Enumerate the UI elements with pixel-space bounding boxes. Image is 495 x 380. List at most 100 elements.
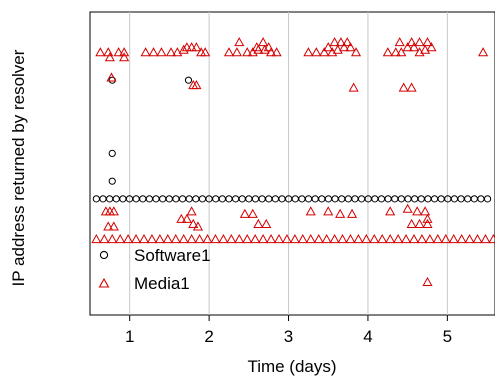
media1-band-point-20 (250, 234, 261, 244)
media1-band-point-47 (464, 234, 475, 244)
media1-point-70 (426, 42, 437, 52)
software1-point-3 (184, 76, 193, 84)
y-axis-label: IP address returned by resolver (9, 49, 28, 286)
media1-point-11 (108, 221, 119, 231)
media1-point-0 (95, 47, 106, 57)
media1-point-62 (347, 208, 358, 218)
media1-band-point-6 (138, 234, 150, 244)
media1-point-54 (323, 42, 334, 52)
media1-point-61 (335, 208, 346, 218)
media1-point-46 (303, 47, 314, 57)
legend-marker-media1 (98, 277, 110, 288)
media1-band-point-29 (321, 234, 332, 244)
media1-band-point-23 (273, 234, 285, 244)
media1-point-15 (165, 47, 177, 57)
media1-point-17 (178, 44, 189, 54)
media1-point-6 (106, 72, 117, 82)
media1-band-point-38 (393, 234, 404, 244)
x-axis-label: Time (days) (247, 357, 336, 376)
media1-point-82 (406, 218, 417, 228)
media1-band-point-25 (289, 234, 300, 244)
media1-point-42 (239, 208, 250, 218)
media1-point-67 (408, 42, 420, 52)
legend: Software1 Media1 (98, 246, 211, 293)
media1-point-83 (414, 218, 425, 228)
media1-point-25 (186, 206, 197, 216)
media1-point-12 (140, 47, 151, 57)
media1-point-56 (335, 37, 346, 47)
media1-point-16 (172, 47, 183, 57)
media1-point-52 (345, 42, 356, 52)
media1-band-point-44 (440, 234, 451, 244)
media1-point-71 (394, 37, 405, 47)
media1-point-31 (231, 47, 242, 57)
media1-point-57 (342, 37, 353, 47)
media1-band-point-27 (305, 234, 316, 244)
media1-band-point-24 (281, 234, 292, 244)
media1-band-point-42 (424, 234, 435, 244)
media1-band-point-46 (456, 234, 467, 244)
x-tick-label-4: 4 (363, 327, 372, 346)
media1-point-59 (305, 206, 316, 216)
media1-point-22 (200, 47, 211, 57)
media1-point-5 (119, 52, 130, 62)
series-layer (91, 37, 495, 287)
x-tick-label-1: 1 (125, 327, 134, 346)
x-tick-label-3: 3 (284, 327, 293, 346)
media1-point-65 (396, 47, 407, 57)
media1-point-79 (402, 203, 413, 213)
media1-point-13 (148, 47, 159, 57)
media1-band-point-31 (337, 234, 348, 244)
media1-band-point-34 (361, 234, 372, 244)
media1-band-point-43 (432, 234, 443, 244)
media1-band-point-10 (170, 234, 181, 244)
media1-band-point-36 (377, 234, 388, 244)
media1-point-51 (339, 42, 350, 52)
media1-point-86 (422, 276, 433, 287)
media1-band-point-4 (123, 234, 134, 244)
media1-band-point-14 (202, 234, 213, 244)
media1-point-39 (251, 42, 262, 52)
media1-band-point-15 (210, 234, 221, 244)
media1-point-43 (247, 208, 258, 218)
media1-point-74 (422, 37, 433, 47)
media1-band-point-37 (385, 234, 396, 244)
media1-point-27 (181, 213, 192, 223)
media1-band-point-0 (91, 234, 102, 244)
media1-point-60 (323, 206, 334, 216)
media1-point-38 (234, 37, 245, 47)
media1-band-point-49 (480, 234, 491, 244)
media1-point-53 (350, 47, 362, 57)
media1-band-point-45 (448, 234, 459, 244)
media1-point-14 (156, 47, 167, 57)
media1-point-81 (420, 206, 431, 216)
media1-point-20 (191, 42, 202, 52)
media1-band-point-32 (345, 234, 356, 244)
media1-band-point-19 (242, 234, 253, 244)
media1-point-75 (398, 82, 409, 92)
grid-layer (129, 12, 448, 315)
media1-band-point-30 (329, 234, 340, 244)
legend-label-software1: Software1 (134, 246, 211, 265)
media1-point-24 (191, 80, 202, 90)
software1-point-2 (108, 177, 116, 185)
media1-point-45 (261, 218, 272, 228)
media1-band-point-35 (369, 234, 380, 244)
media1-point-37 (271, 47, 282, 57)
media1-point-26 (176, 213, 187, 223)
media1-band-point-13 (194, 234, 205, 244)
media1-point-32 (242, 47, 253, 57)
media1-point-66 (402, 42, 413, 52)
media1-band-point-26 (297, 234, 308, 244)
media1-point-73 (414, 37, 425, 47)
media1-point-76 (406, 82, 417, 92)
media1-band-point-48 (472, 234, 483, 244)
media1-band-point-18 (234, 234, 245, 244)
media1-band-point-50 (488, 234, 495, 244)
tick-layer: 1 2 3 4 5 (125, 315, 452, 346)
media1-point-63 (382, 47, 393, 57)
x-tick-label-5: 5 (443, 327, 452, 346)
media1-band-point-33 (353, 234, 364, 244)
